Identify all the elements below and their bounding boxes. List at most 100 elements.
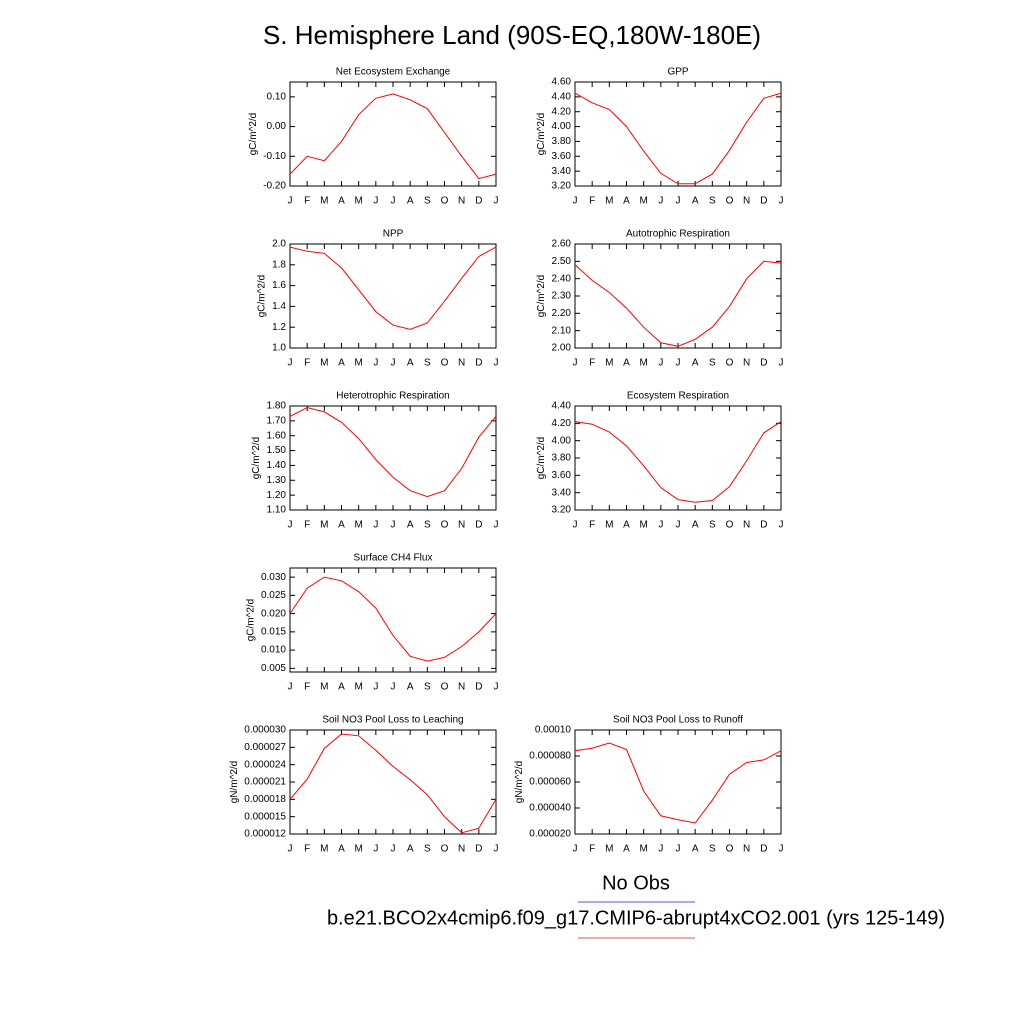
x-tick-label: A bbox=[623, 196, 630, 207]
x-tick-label: S bbox=[424, 682, 431, 693]
panel-title: Soil NO3 Pool Loss to Runoff bbox=[613, 715, 743, 726]
x-tick-label: M bbox=[320, 520, 328, 531]
y-tick-label: 0.000018 bbox=[244, 794, 286, 805]
data-line bbox=[289, 246, 497, 330]
y-tick-label: 0.030 bbox=[261, 572, 286, 583]
x-tick-label: A bbox=[338, 520, 345, 531]
x-tick-label: F bbox=[589, 844, 595, 855]
y-tick-label: 3.40 bbox=[552, 166, 572, 177]
x-tick-label: M bbox=[320, 196, 328, 207]
x-tick-label: M bbox=[354, 682, 362, 693]
plot-frame bbox=[289, 81, 497, 187]
y-axis-label: gC/m^2/d bbox=[248, 113, 259, 156]
x-tick-label: O bbox=[726, 358, 734, 369]
y-tick-label: 0.015 bbox=[261, 627, 286, 638]
y-tick-label: 1.60 bbox=[267, 430, 287, 441]
x-tick-label: M bbox=[354, 520, 362, 531]
y-axis-label: gN/m^2/d bbox=[229, 761, 240, 804]
x-tick-label: D bbox=[760, 520, 767, 531]
x-tick-label: J bbox=[494, 520, 499, 531]
y-axis-label: gC/m^2/d bbox=[251, 437, 262, 480]
y-tick-label: 0.000030 bbox=[244, 725, 286, 736]
y-tick-label: -0.20 bbox=[263, 181, 286, 192]
y-tick-label: 3.20 bbox=[552, 181, 572, 192]
x-tick-label: J bbox=[391, 682, 396, 693]
x-tick-label: N bbox=[458, 844, 465, 855]
plot-frame bbox=[574, 243, 782, 349]
panel-title: Heterotrophic Respiration bbox=[336, 391, 449, 402]
x-tick-label: O bbox=[441, 358, 449, 369]
x-tick-label: A bbox=[692, 358, 699, 369]
y-tick-label: 0.000021 bbox=[244, 777, 286, 788]
x-tick-label: J bbox=[573, 358, 578, 369]
y-tick-label: 0.000040 bbox=[529, 803, 571, 814]
x-tick-label: A bbox=[407, 520, 414, 531]
x-tick-label: J bbox=[676, 196, 681, 207]
x-tick-label: J bbox=[373, 520, 378, 531]
x-tick-label: J bbox=[658, 358, 663, 369]
x-tick-label: S bbox=[424, 358, 431, 369]
x-tick-label: A bbox=[692, 520, 699, 531]
x-tick-label: A bbox=[623, 520, 630, 531]
x-tick-label: J bbox=[658, 196, 663, 207]
x-tick-label: A bbox=[623, 844, 630, 855]
x-tick-label: J bbox=[573, 196, 578, 207]
legend-label: No Obs bbox=[602, 872, 670, 894]
x-tick-label: M bbox=[605, 196, 613, 207]
plot-frame bbox=[289, 567, 497, 673]
y-tick-label: 1.2 bbox=[272, 322, 286, 333]
x-tick-label: A bbox=[407, 196, 414, 207]
x-tick-label: A bbox=[623, 358, 630, 369]
x-tick-label: N bbox=[743, 196, 750, 207]
x-tick-label: M bbox=[320, 358, 328, 369]
y-tick-label: 0.000012 bbox=[244, 829, 286, 840]
y-tick-label: 2.50 bbox=[552, 256, 572, 267]
y-tick-label: 1.0 bbox=[272, 343, 286, 354]
y-tick-label: 4.60 bbox=[552, 77, 572, 88]
x-tick-label: A bbox=[407, 844, 414, 855]
x-tick-label: F bbox=[589, 358, 595, 369]
x-tick-label: S bbox=[424, 844, 431, 855]
x-tick-label: F bbox=[304, 682, 310, 693]
x-tick-label: S bbox=[424, 196, 431, 207]
x-tick-label: A bbox=[692, 196, 699, 207]
x-tick-label: D bbox=[475, 520, 482, 531]
x-tick-label: J bbox=[373, 358, 378, 369]
y-tick-label: -0.10 bbox=[263, 151, 286, 162]
y-tick-label: 0.000024 bbox=[244, 759, 286, 770]
panel-title: Soil NO3 Pool Loss to Leaching bbox=[322, 715, 463, 726]
y-tick-label: 2.60 bbox=[552, 239, 572, 250]
x-tick-label: A bbox=[338, 844, 345, 855]
x-tick-label: M bbox=[354, 196, 362, 207]
x-tick-label: D bbox=[475, 358, 482, 369]
y-tick-label: 1.40 bbox=[267, 460, 287, 471]
x-tick-label: N bbox=[458, 520, 465, 531]
x-tick-label: F bbox=[589, 520, 595, 531]
x-tick-label: J bbox=[658, 520, 663, 531]
y-tick-label: 2.30 bbox=[552, 291, 572, 302]
x-tick-label: J bbox=[373, 844, 378, 855]
y-tick-label: 4.40 bbox=[552, 91, 572, 102]
data-line bbox=[289, 733, 497, 834]
x-tick-label: J bbox=[676, 844, 681, 855]
x-tick-label: M bbox=[639, 196, 647, 207]
plot-frame bbox=[289, 405, 497, 511]
x-tick-label: A bbox=[692, 844, 699, 855]
plot-frame bbox=[289, 729, 497, 835]
x-tick-label: J bbox=[288, 358, 293, 369]
y-tick-label: 3.40 bbox=[552, 487, 572, 498]
y-tick-label: 4.20 bbox=[552, 106, 572, 117]
x-tick-label: D bbox=[760, 844, 767, 855]
x-tick-label: M bbox=[605, 844, 613, 855]
x-tick-label: M bbox=[639, 520, 647, 531]
x-tick-label: M bbox=[354, 844, 362, 855]
y-tick-label: 2.00 bbox=[552, 343, 572, 354]
y-tick-label: 1.4 bbox=[272, 301, 286, 312]
x-tick-label: D bbox=[475, 196, 482, 207]
plot-frame bbox=[574, 405, 782, 511]
x-tick-label: A bbox=[407, 358, 414, 369]
y-tick-label: 2.40 bbox=[552, 273, 572, 284]
x-tick-label: F bbox=[304, 196, 310, 207]
x-tick-label: J bbox=[494, 196, 499, 207]
